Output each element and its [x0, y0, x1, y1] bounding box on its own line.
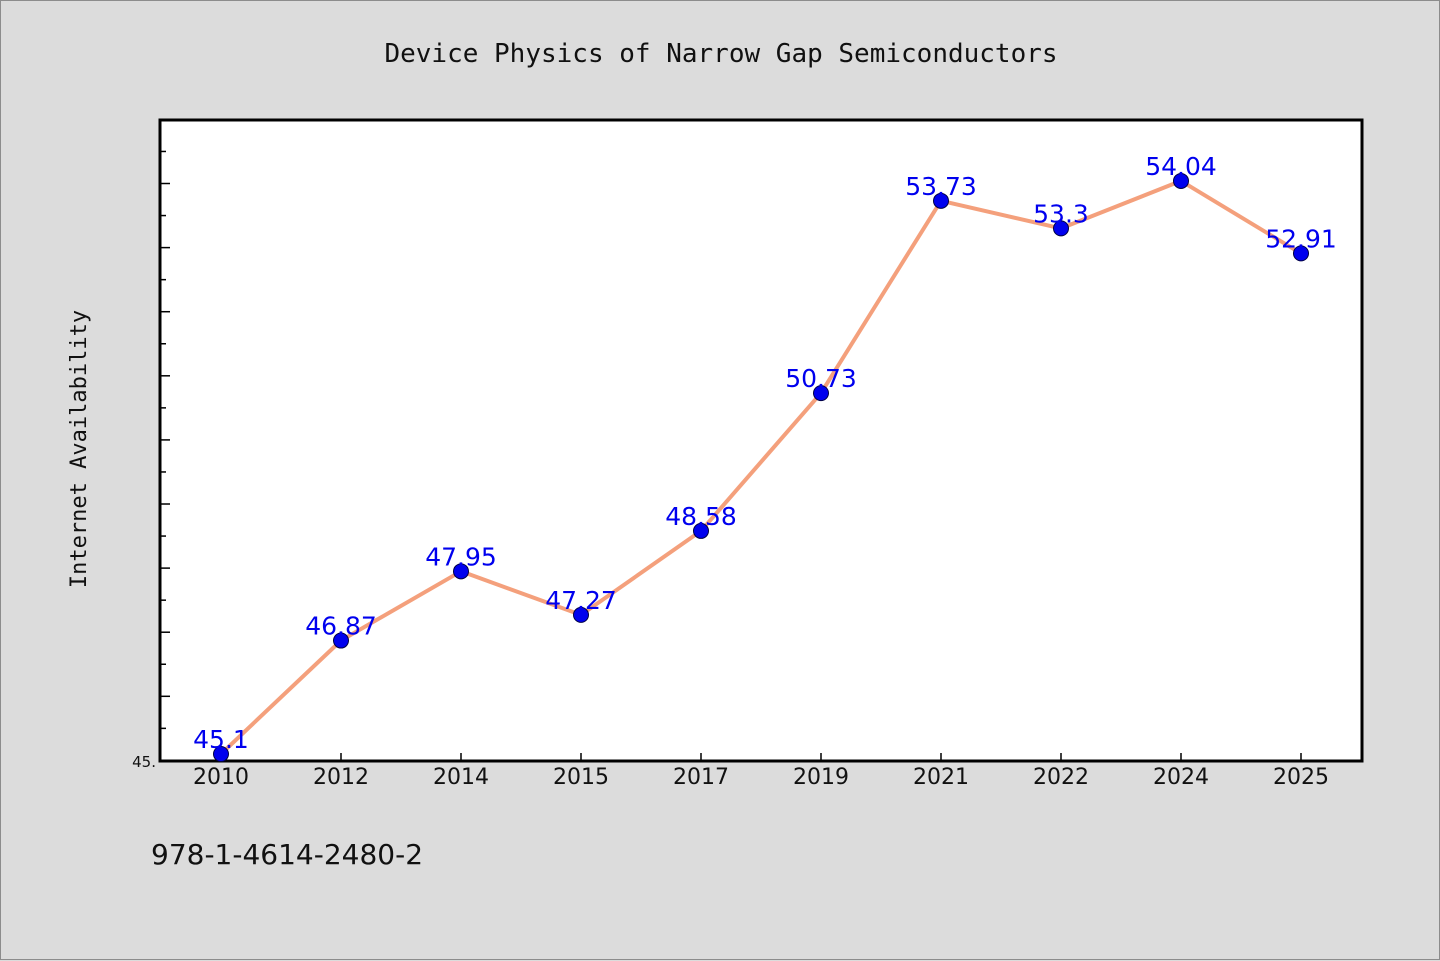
data-point	[813, 385, 829, 402]
x-tick-label: 2012	[313, 765, 369, 790]
x-tick-label: 2014	[433, 765, 489, 790]
data-labels: 45.1 46.87 47.95 47.27 48.58 50.73 53.73 53.3 54…	[193, 152, 1337, 754]
data-point	[453, 563, 469, 580]
x-tick-label: 2010	[193, 765, 249, 790]
data-point	[1173, 172, 1189, 189]
data-point	[933, 192, 949, 209]
data-label: 47.27	[545, 586, 617, 615]
x-axis-tick-labels: 2010 2012 2014 2015 2017 2019 2021 2022 2024 2025	[193, 765, 1329, 790]
data-label: 45.1	[193, 725, 249, 754]
data-label: 47.95	[425, 542, 497, 571]
x-tick-label: 2017	[673, 765, 729, 790]
data-label: 46.87	[305, 612, 377, 641]
series-markers	[213, 172, 1309, 762]
chart-title: Device Physics of Narrow Gap Semiconduct…	[384, 39, 1057, 69]
data-point	[1053, 220, 1069, 237]
x-tick-label: 2025	[1273, 765, 1329, 790]
data-label: 53.3	[1033, 199, 1089, 228]
data-label: 48.58	[665, 502, 737, 531]
y-axis-label: Internet Availability	[67, 310, 92, 588]
x-tick-label: 2015	[553, 765, 609, 790]
data-label: 53.73	[905, 172, 977, 201]
data-point	[213, 746, 229, 762]
data-point	[1293, 245, 1309, 262]
series-line	[219, 178, 1303, 756]
plot-area	[158, 118, 1364, 763]
isbn-footer: 978-1-4614-2480-2	[151, 838, 423, 871]
x-tick-label: 2019	[793, 765, 849, 790]
data-label: 50.73	[785, 364, 857, 393]
data-point	[333, 632, 349, 649]
y-tick-label: 45.	[132, 753, 156, 771]
x-tick-label: 2021	[913, 765, 969, 790]
x-tick-label: 2022	[1033, 765, 1089, 790]
data-point	[573, 606, 589, 623]
data-label: 52.91	[1265, 224, 1337, 253]
data-label: 54.04	[1145, 152, 1217, 181]
y-axis-ticks	[160, 150, 170, 762]
x-tick-label: 2024	[1153, 765, 1209, 790]
data-point	[693, 522, 709, 539]
